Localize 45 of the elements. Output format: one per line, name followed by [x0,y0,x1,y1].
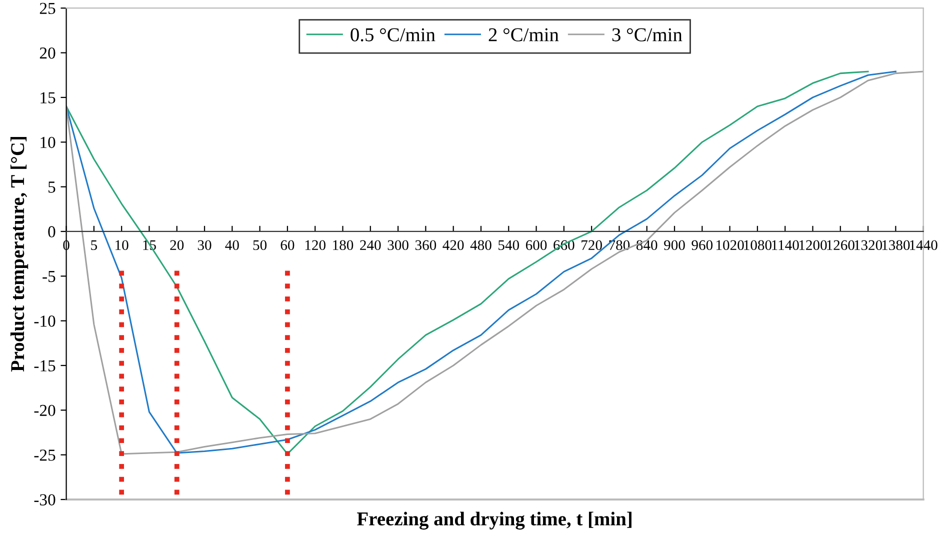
x-tick-label: 840 [636,240,658,250]
legend-label: 2 °C/min [488,28,559,42]
x-tick-label: 1380 [882,240,910,250]
x-tick-label: 600 [526,240,547,250]
y-tick-label: 0 [48,226,56,238]
x-tick-label: 60 [280,240,294,250]
x-tick-label: 1020 [716,240,744,250]
x-tick-label: 10 [116,240,128,250]
x-tick-label: 40 [225,240,239,250]
x-tick-label: 1200 [799,240,827,250]
x-tick-label: 180 [333,240,354,250]
x-tick-label: 5 [91,240,98,250]
x-tick-label: 20 [170,240,184,250]
y-tick-label: -10 [34,316,56,327]
y-tick-label: 10 [40,136,56,148]
legend-label: 3 °C/min [612,28,682,42]
x-tick-label: 1260 [827,240,854,250]
x-tick-label: 30 [198,240,212,250]
x-tick-label: 50 [253,240,267,250]
y-tick-label: 5 [48,182,56,193]
x-tick-label: 120 [305,240,326,250]
x-tick-label: 900 [664,240,685,250]
x-tick-label: 420 [442,240,464,250]
x-tick-label: 1320 [854,240,882,250]
x-tick-label: 240 [360,240,381,250]
x-tick-label: 300 [388,240,408,250]
x-tick-label: 1140 [772,240,799,250]
y-tick-label: -25 [34,450,56,461]
legend-label: 0.5 °C/min [350,28,436,42]
y-tick-label: 15 [40,92,56,104]
y-tick-label: 20 [40,47,56,59]
x-tick-label: 540 [498,240,520,250]
x-tick-label: 480 [470,240,492,250]
x-tick-label: 960 [692,240,713,250]
x-tick-label: 1440 [910,240,938,250]
x-tick-label: 360 [415,240,436,250]
y-tick-label: -15 [34,360,56,372]
y-tick-label: -5 [42,271,56,282]
y-tick-label: -30 [34,494,56,506]
y-axis-title: Product temperature, T [°C] [10,137,28,372]
y-tick-label: -20 [34,404,56,416]
x-tick-label: 720 [582,240,602,250]
y-tick-label: 25 [40,2,56,14]
x-tick-label: 1080 [744,240,772,250]
x-axis-title: Freezing and drying time, t [min] [357,512,632,530]
